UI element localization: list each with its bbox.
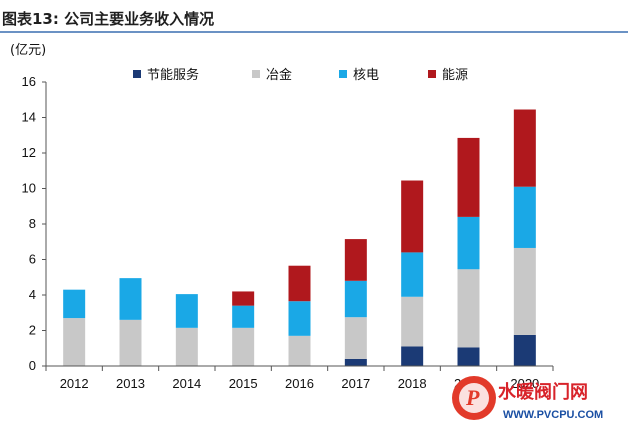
y-tick-label: 16: [22, 74, 36, 89]
bar-segment-1: [513, 334, 536, 366]
bar-segment-2: [513, 247, 536, 335]
bar-segment-1: [344, 358, 367, 366]
x-tick-label: 2018: [398, 376, 427, 391]
y-tick-label: 12: [22, 145, 36, 160]
bar-segment-3: [344, 280, 367, 318]
bar-segment-3: [63, 289, 86, 319]
chart-title: 图表13: 公司主要业务收入情况: [2, 10, 214, 28]
bar-segment-2: [119, 319, 142, 366]
y-axis: 0 2 4 6 8 10 12 14 16: [22, 74, 47, 373]
bar-segment-2: [63, 318, 86, 366]
bar-segment-2: [401, 296, 424, 347]
legend-label-2: 冶金: [266, 67, 292, 83]
bar-segment-1: [457, 347, 480, 366]
bar-segment-3: [232, 305, 255, 328]
x-axis: 201220132014201520162017201820192020: [45, 365, 554, 391]
bar-segment-4: [401, 180, 424, 253]
legend: 节能服务 冶金 核电 能源: [133, 67, 468, 83]
legend-swatch-2: [252, 70, 260, 78]
y-tick-label: 14: [22, 110, 36, 125]
x-tick-label: 2015: [229, 376, 258, 391]
bar-segment-3: [119, 278, 142, 320]
bar-segment-3: [457, 216, 480, 270]
y-tick-label: 6: [29, 252, 36, 267]
bar-segment-4: [344, 239, 367, 281]
legend-swatch-1: [133, 70, 141, 78]
watermark: P 水暖阀门网 WWW.PVCPU.COM: [452, 376, 603, 421]
bar-segment-3: [513, 186, 536, 248]
x-tick-label: 2017: [341, 376, 370, 391]
x-tick-label: 2012: [60, 376, 89, 391]
y-tick-label: 10: [22, 181, 36, 196]
bar-segment-4: [232, 291, 255, 306]
watermark-text: 水暖阀门网: [498, 381, 588, 403]
legend-label-4: 能源: [442, 68, 468, 83]
y-unit-label: (亿元): [10, 43, 46, 58]
y-tick-label: 0: [29, 358, 36, 373]
legend-swatch-3: [339, 70, 347, 78]
watermark-logo-letter: P: [465, 385, 480, 410]
bar-segment-3: [288, 301, 311, 336]
y-tick-label: 2: [29, 323, 36, 338]
bar-segment-4: [288, 265, 311, 302]
bar-segment-1: [401, 346, 424, 366]
bars: [63, 109, 536, 366]
bar-segment-4: [457, 137, 480, 217]
bar-segment-2: [288, 335, 311, 366]
x-tick-label: 2016: [285, 376, 314, 391]
bar-segment-3: [401, 252, 424, 297]
x-tick-label: 2013: [116, 376, 145, 391]
bar-segment-2: [457, 269, 480, 348]
bar-segment-2: [232, 327, 255, 366]
y-tick-label: 8: [29, 216, 36, 231]
x-tick-label: 2014: [172, 376, 201, 391]
bar-segment-4: [513, 109, 536, 187]
legend-swatch-4: [428, 70, 436, 78]
bar-segment-2: [175, 327, 198, 366]
legend-label-3: 核电: [353, 68, 379, 83]
legend-label-1: 节能服务: [147, 67, 199, 83]
y-tick-label: 4: [29, 287, 36, 302]
bar-segment-2: [344, 317, 367, 359]
watermark-logo-inner: [459, 383, 489, 413]
bar-segment-3: [175, 294, 198, 328]
x-tick-label: 2020: [510, 376, 539, 391]
watermark-subtext: WWW.PVCPU.COM: [503, 409, 603, 421]
